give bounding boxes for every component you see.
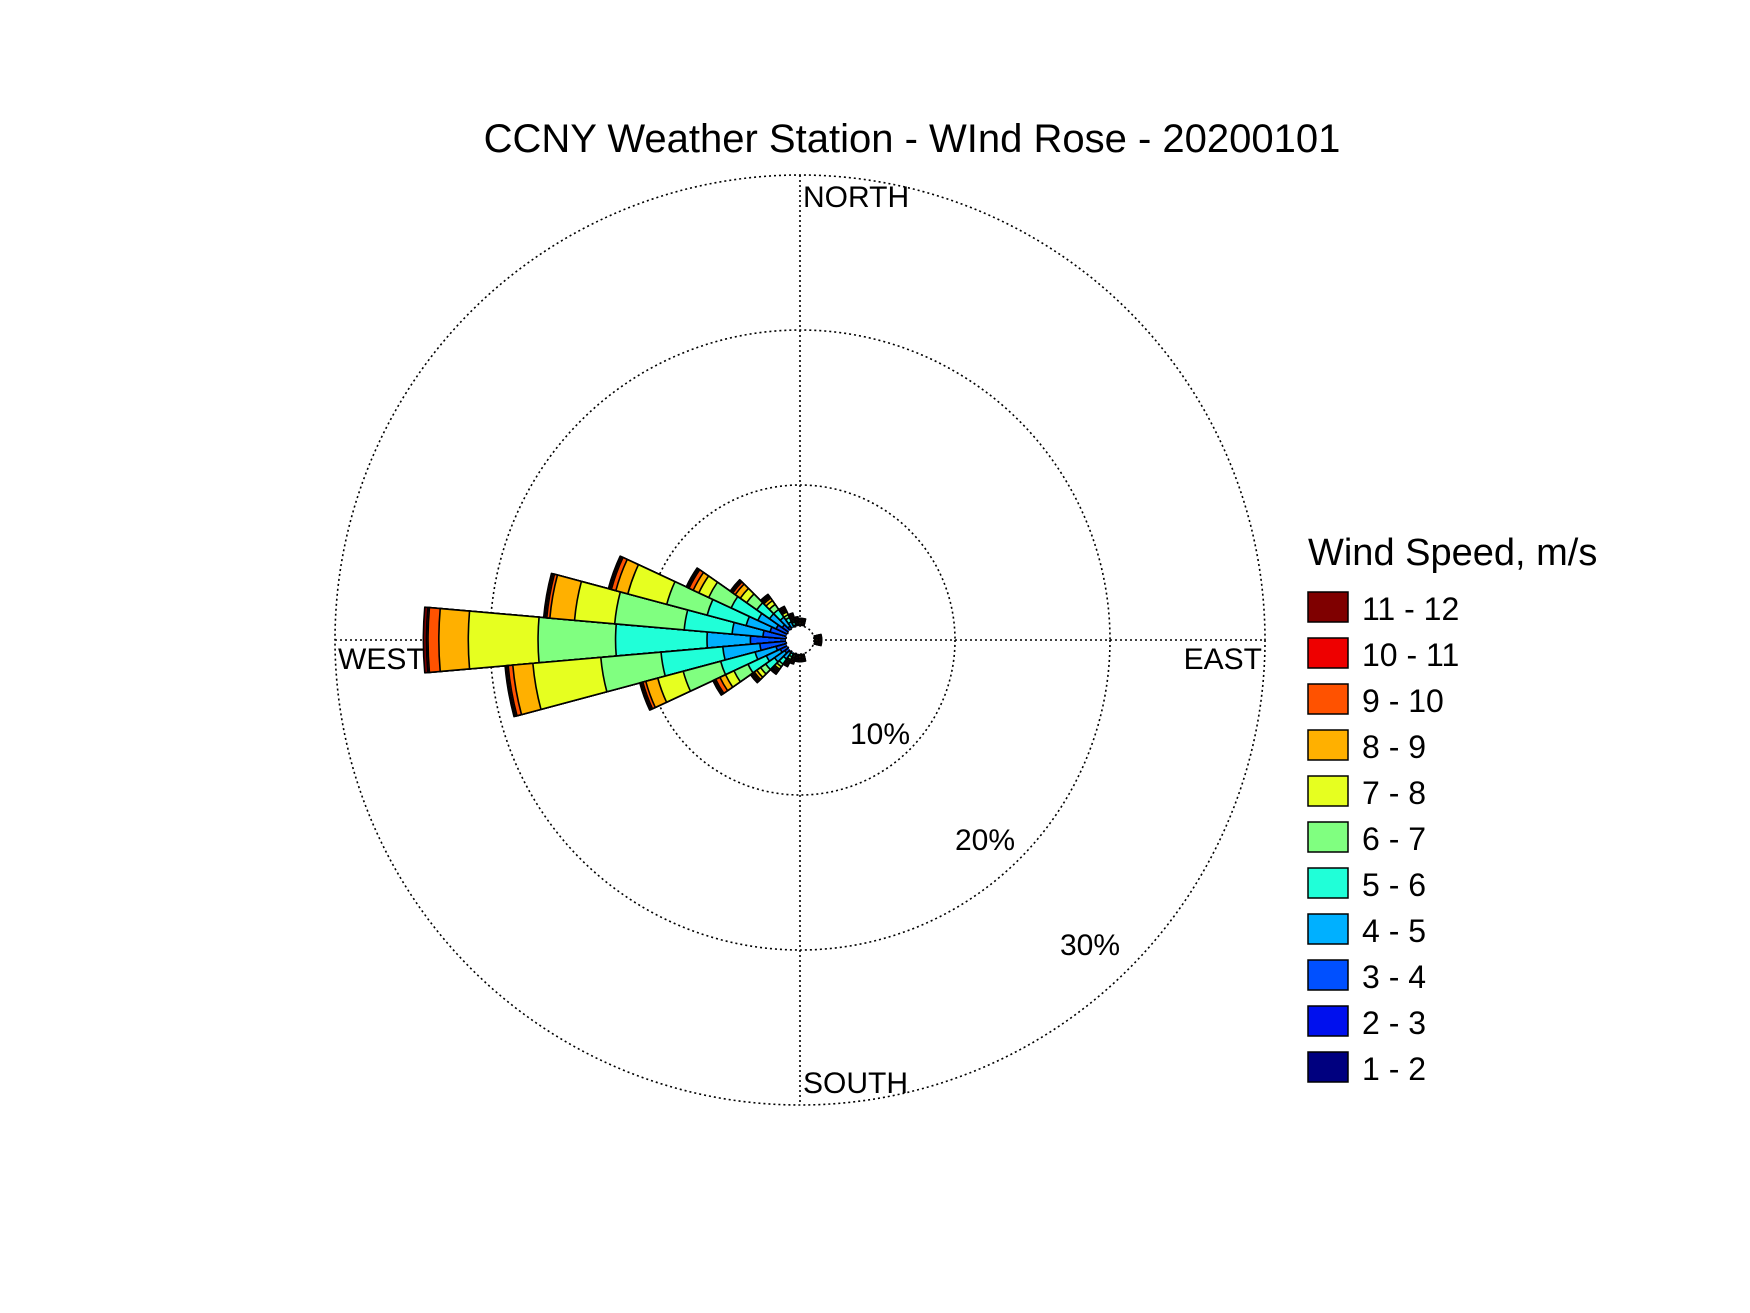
legend-swatch-4-5 xyxy=(1307,913,1349,945)
legend-label-5-6: 5 - 6 xyxy=(1362,867,1426,903)
legend-swatch-5-6 xyxy=(1307,867,1349,899)
legend-swatch-3-4 xyxy=(1307,959,1349,991)
sector-240 xyxy=(712,639,801,696)
label-east: EAST xyxy=(1184,643,1262,676)
label-south: SOUTH xyxy=(803,1067,908,1100)
label-north: NORTH xyxy=(803,181,909,214)
legend-swatch-6-7 xyxy=(1307,821,1349,853)
legend: Wind Speed, m/s 11 - 12 10 - 11 9 - 10 8 - … xyxy=(1307,532,1597,1087)
ring-label-10: 10% xyxy=(850,718,910,751)
legend-swatch-1-2 xyxy=(1307,1051,1349,1083)
legend-swatch-2-3 xyxy=(1307,1005,1349,1037)
legend-swatch-9-10 xyxy=(1307,683,1349,715)
label-west: WEST xyxy=(338,643,425,676)
legend-label-10-11: 10 - 11 xyxy=(1362,637,1459,673)
wind-sectors xyxy=(422,555,823,718)
sector-250 xyxy=(639,639,801,711)
legend-swatch-11-12 xyxy=(1307,591,1349,623)
sector-270 xyxy=(422,606,801,674)
legend-label-1-2: 1 - 2 xyxy=(1362,1051,1426,1087)
calm-center xyxy=(785,625,815,655)
chart-title: CCNY Weather Station - WInd Rose - 20200… xyxy=(484,117,1341,161)
legend-label-4-5: 4 - 5 xyxy=(1362,913,1426,949)
legend-label-3-4: 3 - 4 xyxy=(1362,959,1426,995)
legend-title: Wind Speed, m/s xyxy=(1308,532,1597,574)
legend-label-7-8: 7 - 8 xyxy=(1362,775,1426,811)
legend-label-8-9: 8 - 9 xyxy=(1362,729,1426,765)
legend-swatch-7-8 xyxy=(1307,775,1349,807)
ring-label-30: 30% xyxy=(1060,929,1120,962)
sector-300 xyxy=(685,567,801,641)
ring-label-20: 20% xyxy=(955,824,1015,857)
legend-swatch-8-9 xyxy=(1307,729,1349,761)
legend-label-2-3: 2 - 3 xyxy=(1362,1005,1426,1041)
legend-label-6-7: 6 - 7 xyxy=(1362,821,1426,857)
legend-label-11-12: 11 - 12 xyxy=(1362,591,1459,627)
legend-swatch-10-11 xyxy=(1307,637,1349,669)
legend-label-9-10: 9 - 10 xyxy=(1362,683,1444,719)
